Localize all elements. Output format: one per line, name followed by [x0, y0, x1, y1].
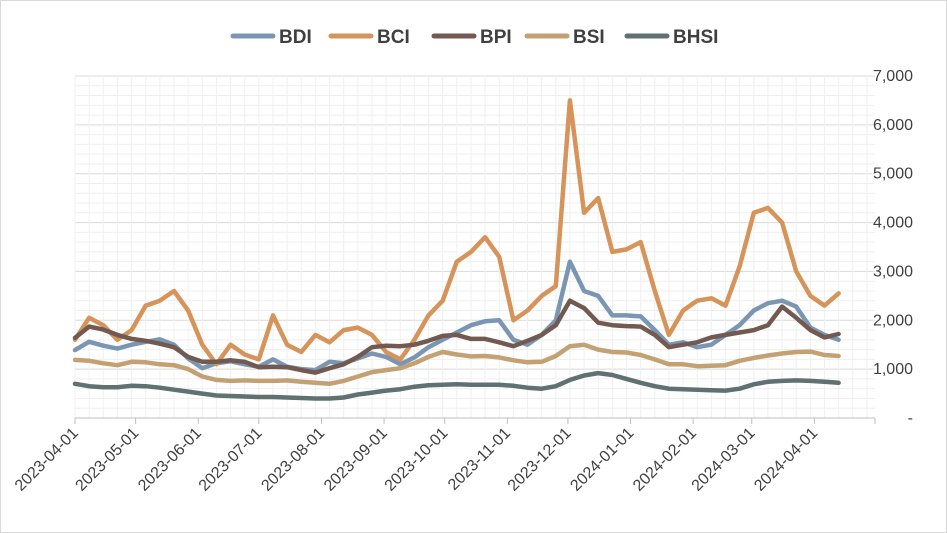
- series-line-bsi: [72, 342, 841, 387]
- x-tick-label: 2024-04-01: [751, 425, 821, 495]
- y-tick-label: 3,000: [873, 263, 913, 280]
- x-tick-label: 2023-05-01: [73, 425, 143, 495]
- x-axis-tick-labels: 2023-04-012023-05-012023-06-012023-07-01…: [12, 425, 821, 495]
- x-tick-label: 2023-07-01: [196, 425, 266, 495]
- y-tick-label: 7,000: [873, 68, 913, 85]
- legend-label-bpi: BPI: [480, 27, 512, 48]
- y-tick-label: 4,000: [873, 215, 913, 232]
- legend: BDI BCI BPI BSI BHSI: [230, 27, 718, 48]
- x-axis: [74, 417, 876, 424]
- x-tick-label: 2023-04-01: [12, 425, 82, 495]
- series-line-bpi: [72, 298, 841, 375]
- y-tick-label: 1,000: [873, 361, 913, 378]
- y-tick-label: 2,000: [873, 312, 913, 329]
- x-tick-label: 2024-03-01: [689, 425, 759, 495]
- legend-label-bsi: BSI: [573, 27, 605, 48]
- y-tick-label: -: [908, 410, 913, 427]
- x-tick-label: 2023-06-01: [135, 425, 205, 495]
- series-lines: [72, 98, 841, 401]
- x-tick-label: 2023-12-01: [505, 425, 575, 495]
- x-tick-label: 2024-01-01: [567, 425, 637, 495]
- legend-label-bci: BCI: [377, 27, 410, 48]
- y-axis-tick-labels: - 1,000 2,000 3,000 4,000 5,000 6,000 7,000: [873, 68, 913, 427]
- y-tick-label: 6,000: [873, 117, 913, 134]
- legend-label-bhsi: BHSI: [673, 27, 718, 48]
- y-tick-label: 5,000: [873, 166, 913, 183]
- legend-label-bdi: BDI: [279, 27, 312, 48]
- x-tick-label: 2023-08-01: [258, 425, 328, 495]
- series-line-bci: [72, 98, 841, 367]
- x-tick-label: 2023-10-01: [382, 425, 452, 495]
- x-tick-label: 2023-09-01: [321, 425, 391, 495]
- x-tick-label: 2023-11-01: [445, 425, 514, 494]
- series-line-bhsi: [72, 370, 841, 401]
- series-line-bdi: [72, 259, 841, 373]
